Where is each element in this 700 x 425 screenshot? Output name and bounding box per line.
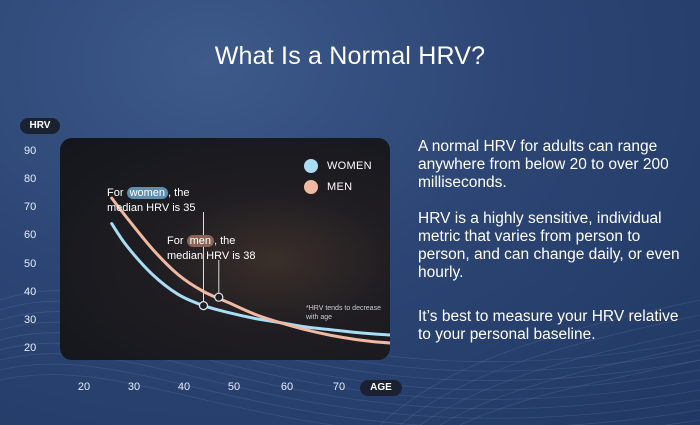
x-tick-label: 60 xyxy=(280,381,294,393)
y-tick-label: 90 xyxy=(24,145,37,157)
median-marker-women xyxy=(198,301,209,311)
x-tick-label: 30 xyxy=(127,381,141,393)
legend-label-women: WOMEN xyxy=(327,160,372,172)
annotation-men-highlight: men xyxy=(186,235,214,247)
series-line-women xyxy=(110,222,390,337)
legend-swatch-men xyxy=(304,180,318,194)
series-line-men xyxy=(110,196,390,345)
description-paragraph-1: A normal HRV for adults can range anywhe… xyxy=(418,138,669,191)
legend-swatch-women xyxy=(304,159,318,173)
y-tick-label: 60 xyxy=(24,229,37,241)
legend-item-women: WOMEN xyxy=(304,159,372,173)
annotation-men: For men, the median HRV is 38 xyxy=(167,234,255,264)
y-tick-label: 80 xyxy=(24,173,37,185)
annotation-women: For women, the median HRV is 35 xyxy=(107,186,195,216)
median-marker-men xyxy=(214,292,224,302)
y-tick-label: 50 xyxy=(24,258,37,270)
y-tick-label: 40 xyxy=(24,286,37,298)
x-tick-label: 70 xyxy=(332,381,346,393)
annotation-women-line2: median HRV is 35 xyxy=(107,202,196,214)
x-tick-label: 40 xyxy=(177,381,191,393)
annotation-men-suffix: , the xyxy=(213,235,236,247)
chart-plot xyxy=(110,196,390,345)
annotation-women-suffix: , the xyxy=(168,187,190,199)
x-axis-label: AGE xyxy=(360,380,402,396)
annotation-men-line2: median HRV is 38 xyxy=(167,250,256,262)
y-tick-label: 30 xyxy=(24,314,37,326)
legend-item-men: MEN xyxy=(304,180,352,194)
x-tick-label: 20 xyxy=(77,381,91,393)
y-tick-label: 20 xyxy=(24,342,37,354)
y-axis-label: HRV xyxy=(20,118,60,134)
chart-panel: WOMEN MEN For women, the median HRV is 3… xyxy=(60,138,390,360)
description-paragraph-2: HRV is a highly sensitive, individual me… xyxy=(418,210,680,281)
annotation-women-prefix: For xyxy=(107,187,127,199)
x-tick-label: 50 xyxy=(227,381,241,393)
page-title: What Is a Normal HRV? xyxy=(214,42,486,70)
legend-label-men: MEN xyxy=(327,181,353,193)
chart-footnote: *HRV tends to decrease with age xyxy=(306,305,381,321)
y-tick-label: 70 xyxy=(24,201,37,213)
annotation-women-highlight: women xyxy=(126,187,169,199)
annotation-men-prefix: For xyxy=(167,235,187,247)
description-paragraph-3: It’s best to measure your HRV relative t… xyxy=(418,308,679,343)
